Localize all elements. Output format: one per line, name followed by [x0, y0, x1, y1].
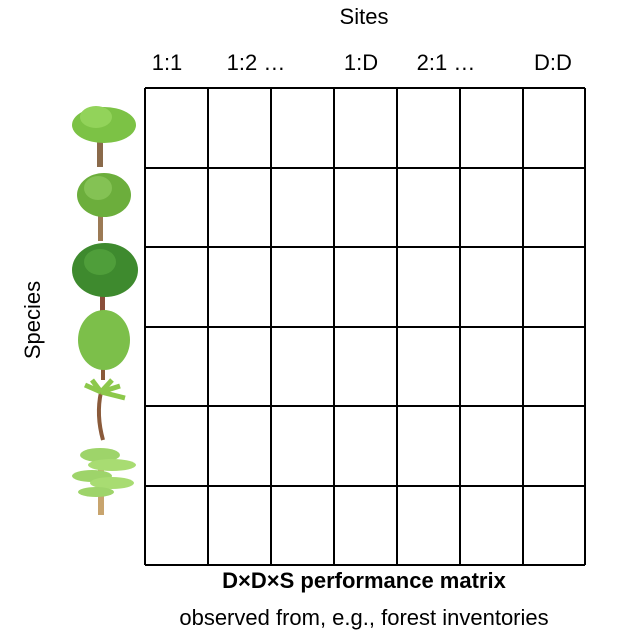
column-label: 2:1 …: [417, 50, 476, 75]
caption-title: D×D×S performance matrix: [222, 568, 506, 593]
tree-icons: [72, 106, 138, 515]
matrix-grid: [144, 87, 586, 566]
column-label: D:D: [534, 50, 572, 75]
column-label: 1:1: [152, 50, 183, 75]
column-label: 1:2 …: [227, 50, 286, 75]
species-label: Species: [20, 281, 45, 359]
caption-subtitle: observed from, e.g., forest inventories: [179, 605, 548, 630]
sites-title: Sites: [340, 4, 389, 29]
column-label: 1:D: [344, 50, 378, 75]
